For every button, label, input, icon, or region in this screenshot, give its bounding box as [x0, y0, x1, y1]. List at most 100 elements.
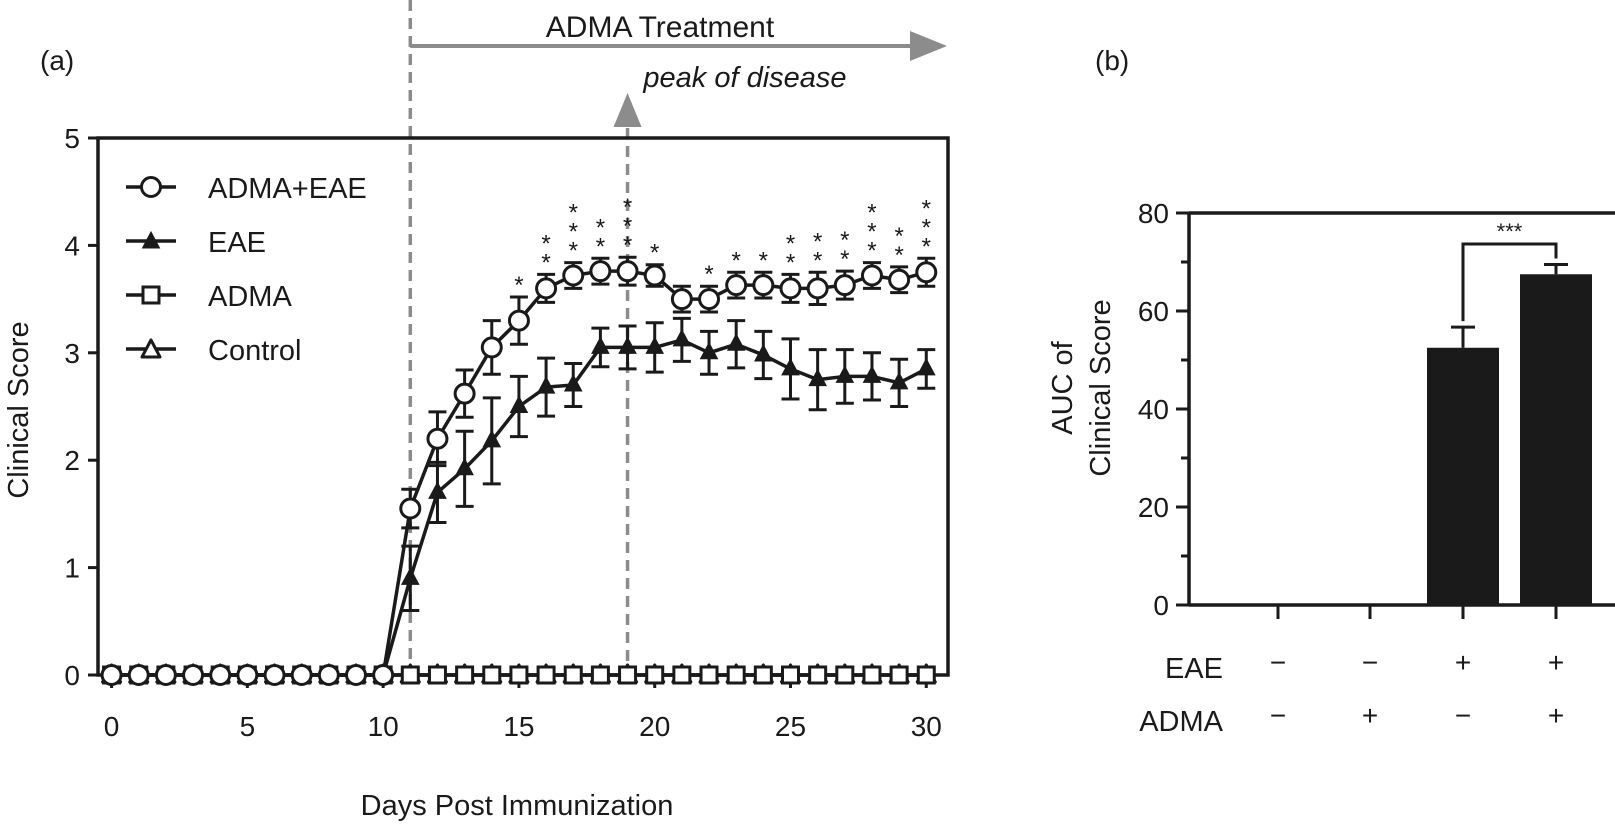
a-x-tick-label: 20: [639, 711, 670, 742]
legend-entry-adma: ADMA: [126, 281, 292, 313]
data-point: [154, 664, 177, 686]
treatment-label: ADMA Treatment: [546, 11, 775, 44]
significance-star: *: [922, 195, 931, 222]
data-point: [698, 288, 721, 311]
data-point: [752, 274, 775, 297]
series-eae: [102, 316, 936, 682]
data-point: [618, 665, 638, 685]
peak-label: peak of disease: [642, 62, 846, 94]
data-point: [182, 664, 205, 686]
b-y-tick-label: 0: [1153, 590, 1169, 621]
significance-star: *: [759, 247, 768, 274]
condition-sign: −: [1362, 647, 1378, 678]
data-point: [591, 336, 610, 354]
condition-sign: −: [1455, 700, 1471, 731]
peak-arrow-head: [613, 93, 642, 127]
data-point: [808, 368, 827, 387]
data-point: [753, 665, 773, 685]
panel-b-axes: 0 20 40 60 80: [1138, 198, 1615, 621]
significance-star: *: [623, 194, 632, 221]
b-ylabel-line1: AUC of: [1047, 340, 1079, 434]
a-y-tick-label: 1: [64, 553, 80, 584]
data-point: [562, 264, 585, 287]
data-point: [100, 664, 123, 686]
data-point: [645, 336, 665, 354]
data-point: [616, 260, 639, 283]
legend-label: EAE: [208, 227, 266, 259]
panel-a-label: (a): [40, 45, 74, 76]
data-point: [372, 664, 395, 686]
data-point: [589, 260, 612, 283]
data-point: [482, 665, 502, 685]
condition-sign: +: [1362, 700, 1378, 731]
data-point: [862, 365, 882, 383]
data-point: [480, 336, 503, 359]
data-point: [400, 665, 420, 685]
data-point: [779, 277, 802, 300]
data-point: [862, 665, 882, 685]
data-point: [781, 357, 800, 376]
condition-sign: +: [1548, 700, 1564, 731]
legend-marker: [140, 176, 162, 198]
significance-star: *: [541, 249, 550, 276]
data-point: [236, 664, 259, 686]
condition-sign: −: [1270, 700, 1286, 731]
significance-star: *: [704, 261, 713, 288]
significance-star: *: [894, 242, 903, 269]
series-adma-eae: [100, 255, 938, 686]
significance-star: *: [922, 233, 931, 260]
data-point: [670, 288, 693, 311]
data-point: [509, 395, 529, 413]
data-point: [563, 373, 583, 392]
b-y-tick-label: 80: [1138, 198, 1169, 229]
data-point: [290, 664, 313, 686]
significance-star: *: [623, 232, 632, 259]
condition-row-label: ADMA: [1139, 706, 1223, 738]
significance-star: *: [596, 233, 605, 260]
panel-b-bars: ***: [1427, 219, 1592, 605]
significance-star: *: [541, 230, 550, 257]
data-point: [835, 365, 855, 383]
data-point: [726, 665, 746, 685]
a-xlabel: Days Post Immunization: [361, 790, 674, 822]
significance-star: *: [867, 200, 876, 227]
panel-a-series: [100, 255, 938, 686]
bar: [1520, 274, 1592, 605]
data-point: [127, 664, 150, 686]
data-point: [536, 376, 556, 394]
b-y-tick-label: 20: [1138, 492, 1169, 523]
data-point: [889, 371, 909, 390]
data-point: [507, 309, 530, 332]
significance-star: *: [840, 246, 849, 273]
data-point: [725, 274, 748, 297]
data-point: [455, 457, 474, 476]
data-point: [427, 665, 447, 685]
a-x-tick-label: 0: [104, 711, 120, 742]
data-point: [835, 665, 855, 685]
data-point: [780, 665, 800, 685]
significance-star: *: [894, 223, 903, 250]
data-point: [672, 665, 692, 685]
data-point: [806, 277, 829, 300]
condition-sign: +: [1548, 647, 1564, 678]
panel-b-label: (b): [1095, 45, 1129, 76]
data-point: [400, 567, 420, 585]
data-point: [535, 277, 558, 300]
a-y-tick-label: 2: [64, 445, 80, 476]
a-y-tick-label: 0: [64, 660, 80, 691]
significance-star: *: [813, 247, 822, 274]
data-point: [916, 357, 936, 376]
data-point: [643, 264, 666, 287]
significance-star: *: [569, 238, 578, 265]
significance-star: *: [623, 213, 632, 240]
significance-star: *: [786, 249, 795, 276]
data-point: [888, 268, 911, 291]
significance-star: *: [840, 227, 849, 254]
data-point: [833, 274, 856, 297]
significance-star: *: [786, 230, 795, 257]
data-point: [726, 333, 746, 351]
data-point: [915, 261, 938, 284]
b-y-tick-label: 40: [1138, 394, 1169, 425]
significance-star: *: [813, 228, 822, 255]
